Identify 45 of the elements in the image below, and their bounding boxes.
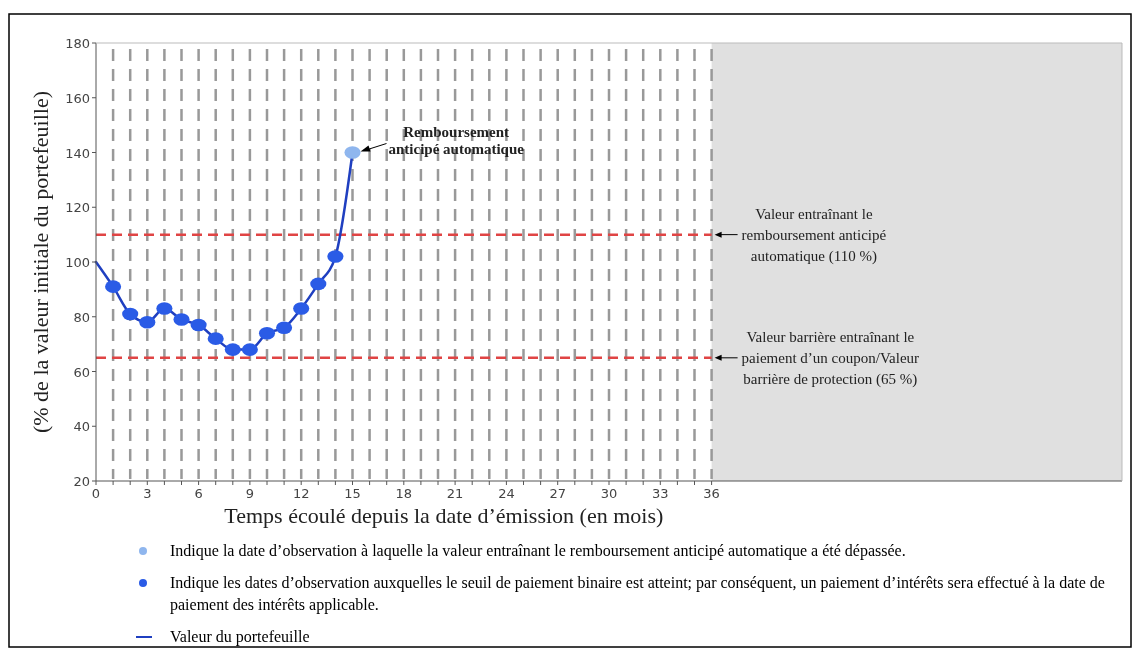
point: [293, 302, 310, 315]
x-tick-label: 30: [600, 486, 618, 501]
point: [327, 250, 344, 263]
y-tick-label: 80: [73, 309, 90, 325]
y-tick-label: 100: [65, 255, 90, 270]
x-tick-label: 6: [194, 486, 203, 501]
point: [173, 313, 190, 326]
y-tick-label: 140: [65, 145, 90, 161]
legend-label: Indique les dates d’observation auxquelles le seuil de paiement binaire est atteint; par conséquent, un paiement d’intérêts sera effectué à la date de paiement des intérêts applicable.: [170, 574, 1105, 614]
x-tick-label: 0: [91, 486, 101, 501]
point: [105, 280, 122, 293]
x-tick-label: 27: [549, 486, 566, 501]
point: [122, 307, 139, 321]
x-tick-label: 9: [245, 486, 255, 501]
point: [276, 321, 293, 334]
point: [224, 343, 241, 356]
annotation: Remboursement anticipé automatique: [388, 123, 525, 157]
point: [241, 343, 258, 356]
point: [344, 146, 361, 159]
x-axis-title: Temps écoulé depuis la date d’émission (en mois): [224, 503, 664, 528]
x-tick-label: 3: [143, 486, 152, 501]
point: [207, 332, 224, 345]
y-tick-label: 120: [65, 200, 90, 216]
x-tick-label: 21: [446, 486, 464, 501]
y-axis-title: (% de la valeur initiale du portefeuille): [28, 90, 53, 434]
ref-line-label: Valeur barrière entraînant le paiement d’un coupon/Valeur barrière de protection (65 %): [741, 328, 920, 388]
y-tick-label: 40: [73, 419, 90, 435]
y-tick-label: 60: [73, 364, 90, 380]
point: [156, 302, 173, 315]
x-tick-label: 33: [652, 486, 669, 501]
point: [190, 318, 207, 332]
x-tick-label: 15: [344, 486, 361, 501]
ref-line-label: Valeur entraînant le remboursement anticipé automatique (110 %): [741, 205, 887, 265]
point: [139, 315, 156, 329]
x-tick-label: 18: [395, 486, 413, 501]
point: [310, 277, 327, 291]
x-tick-label: 36: [703, 486, 720, 501]
y-tick-label: 160: [65, 90, 90, 106]
y-tick-label: 20: [73, 474, 90, 489]
point: [258, 326, 276, 340]
y-tick-label: 180: [65, 36, 90, 51]
legend-label: Valeur du portefeuille: [170, 628, 310, 646]
legend-label: Indique la date d’observation à laquelle la valeur entraînant le remboursement anticipé automatique a été dépassée.: [170, 542, 906, 560]
x-tick-label: 12: [292, 486, 310, 501]
x-tick-label: 24: [498, 486, 515, 501]
